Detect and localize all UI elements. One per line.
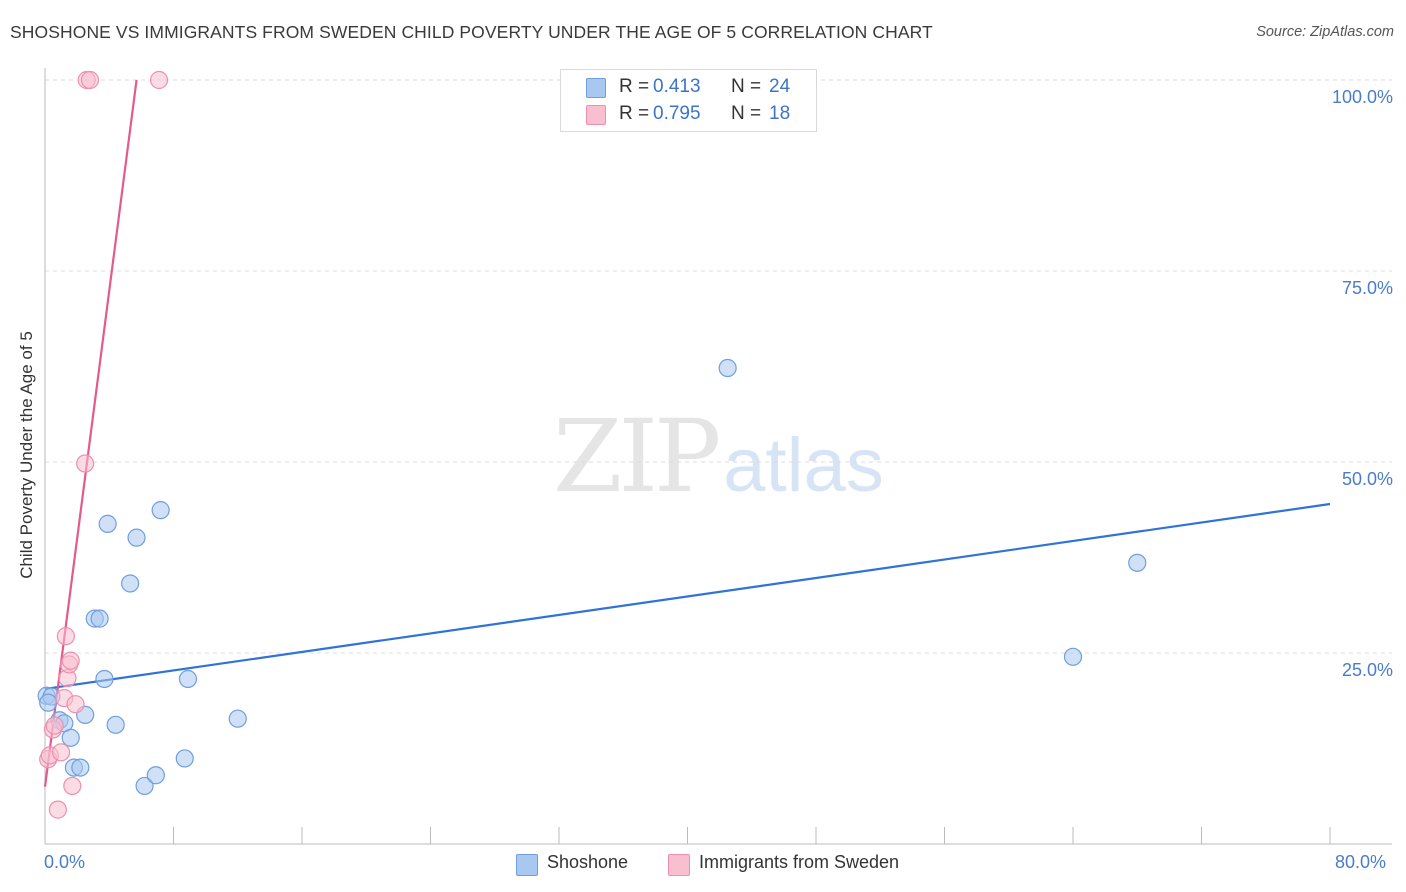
point-sweden xyxy=(66,695,85,714)
point-sweden xyxy=(76,454,95,473)
x-tick-label-min: 0.0% xyxy=(44,852,86,872)
chart-title: SHOSHONE VS IMMIGRANTS FROM SWEDEN CHILD… xyxy=(10,22,933,42)
legend-n-label: N = xyxy=(731,103,762,124)
point-shoshone xyxy=(178,669,198,689)
point-sweden xyxy=(80,70,100,90)
bottom-legend-swatch-pink xyxy=(668,854,690,876)
bottom-legend-label: Immigrants from Sweden xyxy=(699,852,900,872)
trendline-sweden xyxy=(43,79,138,787)
legend-n-label: N = xyxy=(731,76,762,97)
y-tick-label-75: 75.0% xyxy=(1341,278,1393,298)
trendlines xyxy=(43,79,1331,787)
point-shoshone xyxy=(135,776,154,796)
y-tick-label-100: 100.0% xyxy=(1331,87,1393,107)
bottom-legend-swatch-blue xyxy=(516,854,538,876)
correlation-legend: R = 0.413 N = 24 R = 0.795 N = 18 xyxy=(560,69,817,132)
point-sweden xyxy=(56,627,75,646)
point-sweden xyxy=(63,776,82,796)
point-shoshone xyxy=(175,749,194,768)
y-axis-label: Child Poverty Under the Age of 5 xyxy=(17,331,36,579)
legend-n-value: 24 xyxy=(769,76,791,97)
legend-r-label: R = xyxy=(619,103,650,124)
point-shoshone xyxy=(718,358,737,378)
point-shoshone xyxy=(71,758,90,777)
point-shoshone xyxy=(106,715,125,734)
point-shoshone xyxy=(151,501,170,520)
point-sweden xyxy=(61,651,80,670)
point-shoshone xyxy=(121,574,140,593)
point-shoshone xyxy=(146,766,165,785)
bottom-legend-shoshone: Shoshone xyxy=(516,852,656,878)
gridlines xyxy=(45,79,1392,654)
point-shoshone xyxy=(90,609,109,628)
point-shoshone xyxy=(95,669,114,689)
y-tick-label-25: 25.0% xyxy=(1341,660,1393,680)
legend-r-label: R = xyxy=(619,76,650,97)
trendline-shoshone xyxy=(44,502,1331,690)
axes xyxy=(44,68,1392,845)
legend-n-value: 18 xyxy=(769,103,791,124)
bottom-legend-sweden: Immigrants from Sweden xyxy=(668,852,938,878)
point-sweden xyxy=(48,800,67,819)
legend-swatch-pink xyxy=(586,105,606,125)
legend-r-value: 0.795 xyxy=(653,103,701,124)
point-shoshone xyxy=(228,709,247,728)
legend-swatch-blue xyxy=(586,78,606,98)
source-label: Source: ZipAtlas.com xyxy=(1256,24,1394,40)
point-shoshone xyxy=(1063,647,1083,666)
legend-r-value: 0.413 xyxy=(653,76,701,97)
point-shoshone xyxy=(98,514,117,533)
point-sweden xyxy=(149,70,169,90)
x-tick-label-max: 80.0% xyxy=(1335,852,1387,872)
data-points xyxy=(37,70,1147,819)
point-shoshone xyxy=(61,728,80,747)
point-shoshone xyxy=(39,693,58,712)
point-sweden xyxy=(51,743,71,762)
y-tick-label-50: 50.0% xyxy=(1341,469,1393,489)
point-shoshone xyxy=(127,528,146,547)
bottom-legend-label: Shoshone xyxy=(547,852,629,872)
point-sweden xyxy=(45,716,64,735)
point-shoshone xyxy=(1128,553,1147,572)
